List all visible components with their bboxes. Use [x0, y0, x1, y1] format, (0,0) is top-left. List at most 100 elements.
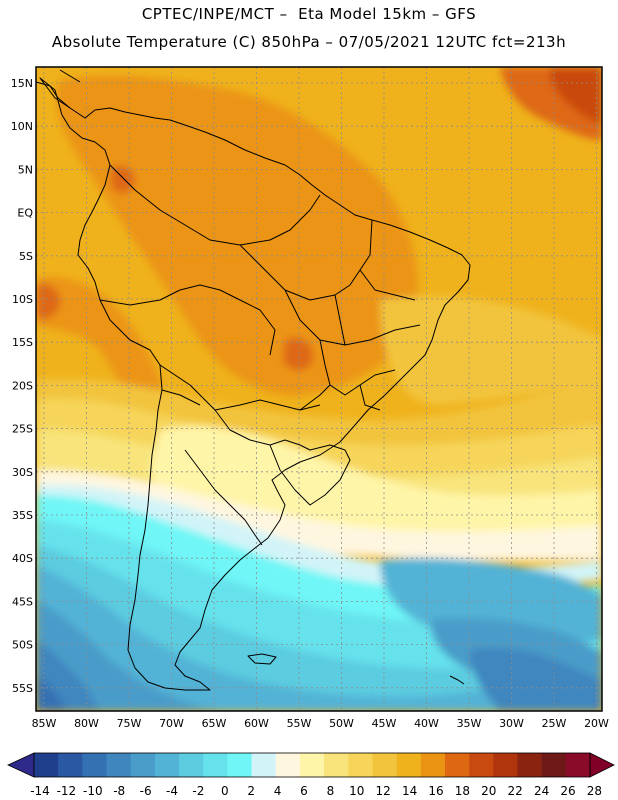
colorbar-label: -8	[113, 784, 125, 798]
latitude-label: 50S	[12, 639, 33, 652]
colorbar-label: 24	[534, 784, 549, 798]
latitude-label: 10S	[12, 293, 33, 306]
country-border	[159, 364, 321, 411]
colorbar-label: 8	[327, 784, 335, 798]
colorbar-swatch	[227, 753, 252, 777]
latitude-label: 25S	[12, 423, 33, 436]
longitude-label: 55W	[287, 717, 312, 730]
colorbar-swatch	[493, 753, 518, 777]
country-border	[269, 444, 351, 506]
colorbar-label: 14	[402, 784, 417, 798]
latitude-label: 10N	[11, 120, 33, 133]
country-border	[99, 284, 276, 356]
colorbar-label: 26	[560, 784, 575, 798]
field-band-14-16	[380, 296, 602, 405]
longitude-label: 45W	[372, 717, 397, 730]
latitude-label: 20S	[12, 379, 33, 392]
colorbar-swatch	[251, 753, 277, 777]
latitude-label: 15N	[11, 77, 33, 90]
field-band-18-20	[36, 276, 164, 460]
field-band-neg8-neg6	[470, 648, 602, 711]
colorbar: -14 -12 -10 -8 -6 -4 -2 0 2 4 6 8 10 12 14 16 18 20 22 24 26…	[7, 752, 615, 798]
longitude-label: 70W	[159, 717, 184, 730]
colorbar-label: 20	[481, 784, 496, 798]
colorbar-swatch	[469, 753, 494, 777]
field-band-22-24	[549, 67, 602, 125]
longitude-label: 25W	[542, 717, 567, 730]
colorbar-swatch	[106, 753, 131, 777]
country-border	[109, 164, 321, 246]
state-border	[299, 339, 396, 411]
map-title-line-2: Absolute Temperature (C) 850hPa – 07/05/…	[51, 33, 567, 51]
country-border	[184, 449, 263, 546]
colorbar-swatch	[203, 753, 228, 777]
field-band-neg4-neg2	[36, 565, 602, 711]
latitude-axis-labels: 15N 10N 5N EQ 5S 10S 15S 20S 25S 30S 35S 40S 45S 50S 5…	[11, 77, 34, 695]
longitude-label: 40W	[414, 717, 439, 730]
field-band-4-6	[36, 484, 602, 587]
colorbar-label: 10	[349, 784, 364, 798]
latitude-label: 5N	[18, 163, 33, 176]
colorbar-label: -2	[192, 784, 204, 798]
field-band-neg10-neg8	[36, 675, 66, 711]
map-title-line-1: CPTEC/INPE/MCT – Eta Model 15km – GFS	[141, 5, 477, 23]
country-border	[161, 389, 301, 446]
colorbar-label: 16	[428, 784, 443, 798]
colorbar-label: 28	[587, 784, 602, 798]
colorbar-swatch	[541, 753, 567, 777]
colorbar-low-arrow	[7, 752, 35, 778]
longitude-label: 85W	[32, 717, 57, 730]
colorbar-swatch	[420, 753, 446, 777]
latitude-label: 35S	[12, 509, 33, 522]
field-band-20-22	[36, 283, 61, 319]
longitude-label: 30W	[499, 717, 524, 730]
colorbar-outline	[33, 752, 591, 778]
longitude-axis-labels: 85W 80W 75W 70W 65W 60W 55W 50W 45W 40W 35W 30W 25W 2…	[32, 717, 609, 730]
colorbar-swatch	[179, 753, 204, 777]
latitude-label: 55S	[12, 682, 33, 695]
latitude-label: 15S	[12, 336, 33, 349]
latitude-label: 45S	[12, 595, 33, 608]
colorbar-label: 4	[274, 784, 282, 798]
colorbar-label: 6	[300, 784, 308, 798]
colorbar-swatch	[565, 753, 591, 777]
island-falklands	[247, 653, 277, 665]
graticule	[36, 67, 602, 711]
longitude-label: 75W	[117, 717, 142, 730]
colorbar-swatch	[517, 753, 542, 777]
colorbar-swatch	[275, 753, 301, 777]
colorbar-swatch	[82, 753, 107, 777]
colorbar-label: 22	[508, 784, 523, 798]
colorbar-swatch	[58, 753, 83, 777]
longitude-label: 35W	[457, 717, 482, 730]
latitude-label: 5S	[19, 250, 33, 263]
latitude-label: 40S	[12, 552, 33, 565]
colorbar-swatch	[299, 753, 325, 777]
longitude-label: 20W	[584, 717, 609, 730]
colorbar-swatch	[372, 753, 397, 777]
temperature-field	[36, 67, 602, 711]
colorbar-label: -14	[30, 784, 50, 798]
longitude-label: 65W	[202, 717, 227, 730]
colorbar-label: 2	[247, 784, 255, 798]
colorbar-swatch	[348, 753, 373, 777]
colorbar-swatch	[444, 753, 470, 777]
island-south-georgia	[449, 675, 465, 685]
country-border	[239, 219, 373, 301]
coastline-central-america	[36, 69, 81, 109]
field-band-18-20	[56, 75, 419, 396]
colorbar-label: 18	[455, 784, 470, 798]
colorbar-swatch	[396, 753, 422, 777]
coastlines-and-borders	[36, 69, 471, 691]
latitude-label: EQ	[17, 207, 33, 220]
colorbar-swatch	[324, 753, 349, 777]
latitude-label: 30S	[12, 466, 33, 479]
field-band-20-22	[283, 337, 314, 371]
colorbar-swatch	[154, 753, 180, 777]
colorbar-label: -4	[166, 784, 178, 798]
colorbar-swatch	[130, 753, 156, 777]
longitude-label: 50W	[329, 717, 354, 730]
map-frame	[35, 66, 603, 712]
colorbar-high-arrow	[589, 752, 615, 778]
